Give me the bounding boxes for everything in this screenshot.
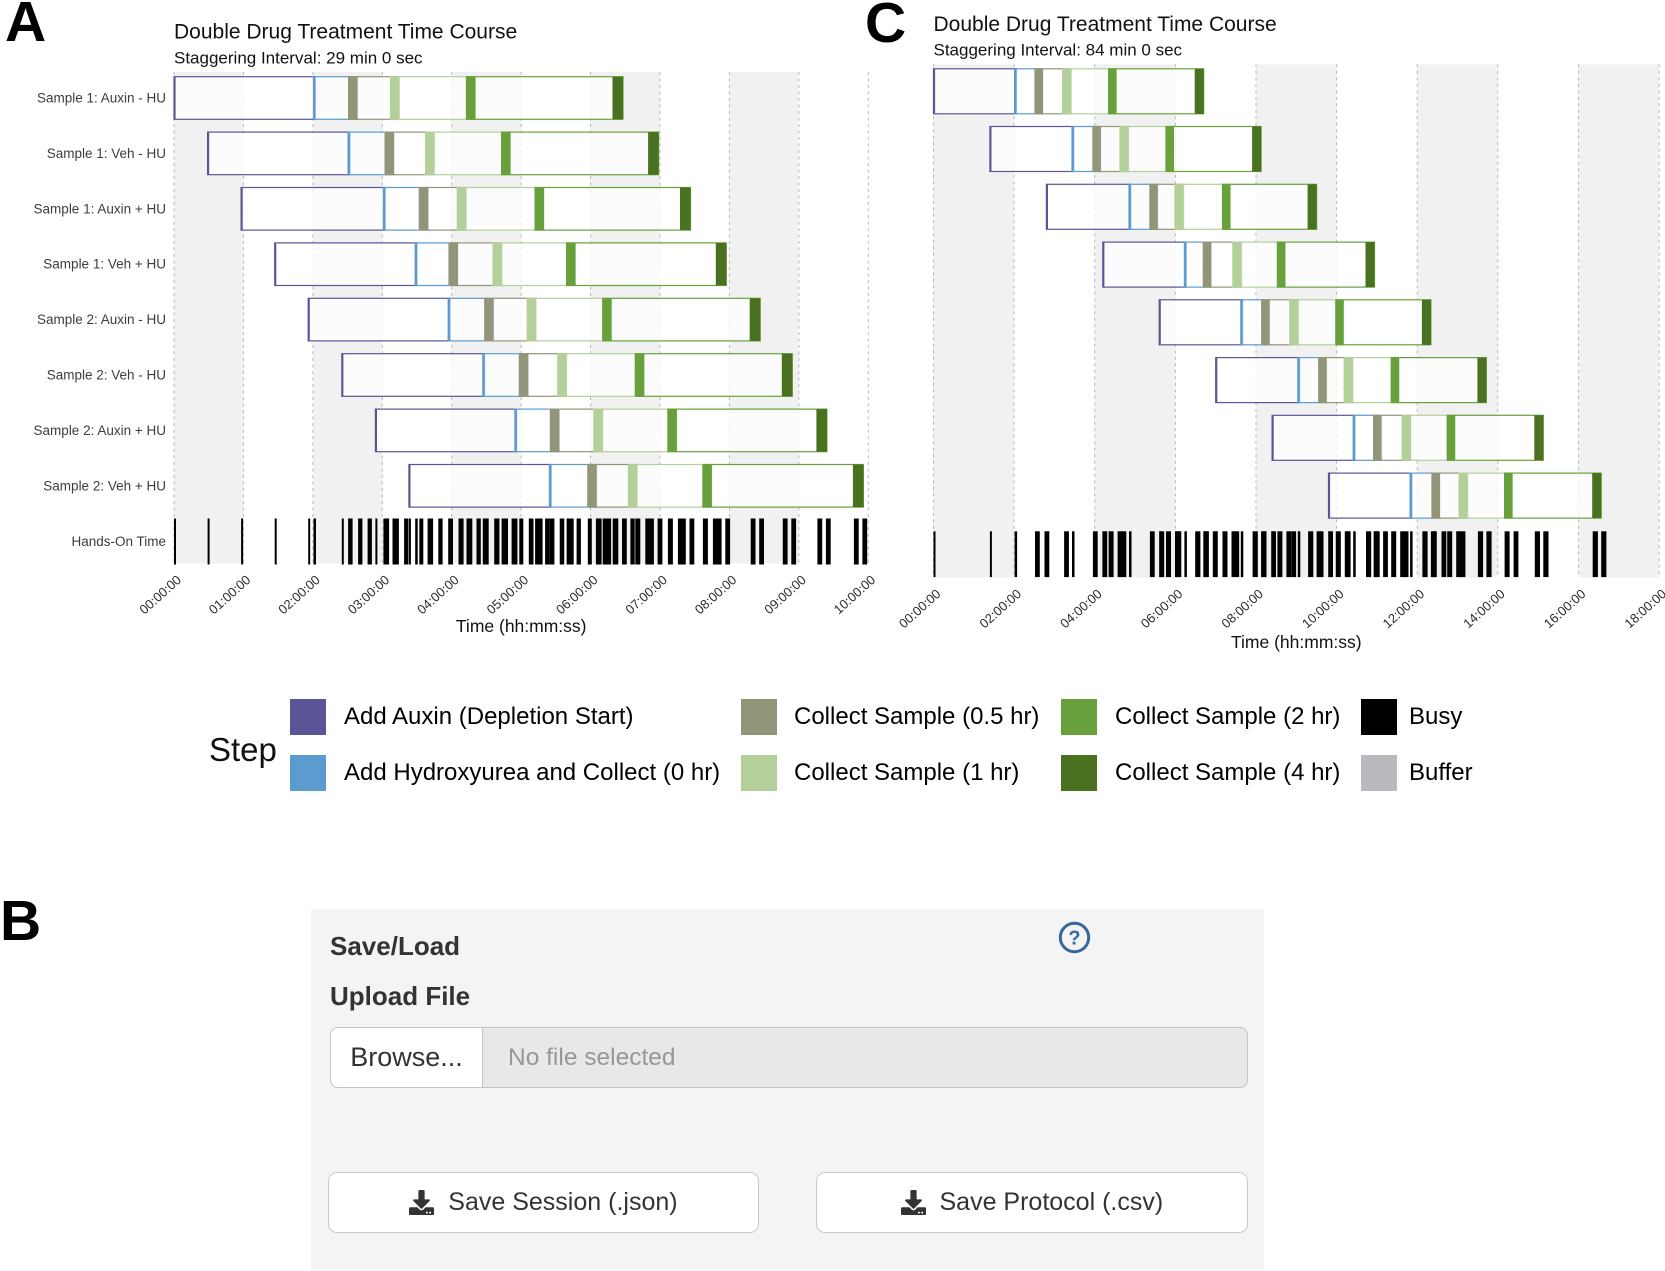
- svg-text:00:00:00: 00:00:00: [136, 572, 184, 617]
- svg-text:Staggering Interval: 29 min 0: Staggering Interval: 29 min 0 sec: [174, 49, 423, 68]
- svg-text:Time (hh:mm:ss): Time (hh:mm:ss): [1231, 632, 1362, 652]
- svg-text:06:00:00: 06:00:00: [553, 572, 601, 617]
- svg-text:16:00:00: 16:00:00: [1541, 586, 1589, 631]
- svg-text:14:00:00: 14:00:00: [1460, 586, 1508, 631]
- svg-text:05:00:00: 05:00:00: [484, 572, 532, 617]
- svg-text:03:00:00: 03:00:00: [345, 572, 393, 617]
- svg-text:02:00:00: 02:00:00: [275, 572, 323, 617]
- svg-text:Sample 2: Auxin + HU: Sample 2: Auxin + HU: [34, 423, 166, 438]
- svg-text:Double Drug Treatment Time Cou: Double Drug Treatment Time Course: [934, 13, 1277, 36]
- svg-text:02:00:00: 02:00:00: [976, 586, 1024, 631]
- svg-text:12:00:00: 12:00:00: [1380, 586, 1428, 631]
- svg-text:Sample 1: Veh - HU: Sample 1: Veh - HU: [47, 146, 166, 161]
- svg-text:01:00:00: 01:00:00: [206, 572, 254, 617]
- svg-text:04:00:00: 04:00:00: [1057, 586, 1105, 631]
- svg-text:04:00:00: 04:00:00: [414, 572, 462, 617]
- svg-text:Sample 2: Veh + HU: Sample 2: Veh + HU: [43, 478, 166, 493]
- svg-text:10:00:00: 10:00:00: [831, 572, 879, 617]
- svg-text:06:00:00: 06:00:00: [1138, 586, 1186, 631]
- svg-text:?: ?: [1068, 928, 1080, 950]
- svg-text:Sample 2: Auxin - HU: Sample 2: Auxin - HU: [37, 312, 166, 327]
- svg-text:08:00:00: 08:00:00: [1218, 586, 1266, 631]
- svg-text:Staggering Interval: 84 min 0: Staggering Interval: 84 min 0 sec: [934, 41, 1183, 60]
- svg-text:Double Drug Treatment Time Cou: Double Drug Treatment Time Course: [174, 21, 517, 44]
- svg-text:Sample 1: Veh + HU: Sample 1: Veh + HU: [43, 257, 166, 272]
- svg-text:07:00:00: 07:00:00: [622, 572, 670, 617]
- svg-text:00:00:00: 00:00:00: [896, 586, 944, 631]
- svg-text:Hands-On Time: Hands-On Time: [71, 534, 166, 549]
- svg-text:Sample 1: Auxin - HU: Sample 1: Auxin - HU: [37, 91, 166, 106]
- svg-text:Sample 1: Auxin + HU: Sample 1: Auxin + HU: [34, 201, 166, 216]
- svg-text:18:00:00: 18:00:00: [1621, 586, 1665, 631]
- svg-text:Sample 2: Veh - HU: Sample 2: Veh - HU: [47, 368, 166, 383]
- svg-text:09:00:00: 09:00:00: [761, 572, 809, 617]
- svg-text:08:00:00: 08:00:00: [692, 572, 740, 617]
- svg-text:Time (hh:mm:ss): Time (hh:mm:ss): [456, 616, 587, 636]
- svg-text:10:00:00: 10:00:00: [1299, 586, 1347, 631]
